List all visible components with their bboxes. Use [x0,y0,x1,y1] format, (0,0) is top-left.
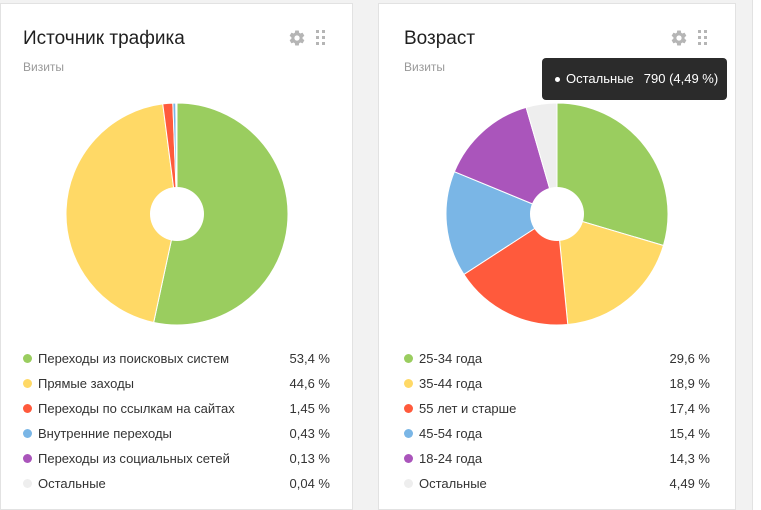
drag-handle-icon[interactable] [698,30,708,51]
widget-title: Источник трафика [23,28,185,49]
legend-item[interactable]: 25-34 года 29,6 % [404,346,710,371]
legend-dot-icon [23,354,32,363]
legend-dot-icon [404,429,413,438]
legend-label: 18-24 года [419,451,483,466]
legend-dot-icon [23,379,32,388]
legend-dot-icon [404,379,413,388]
legend-value: 18,9 % [669,376,710,391]
legend-item[interactable]: Остальные 4,49 % [404,471,710,496]
pie-slice[interactable] [445,171,559,276]
legend-value: 17,4 % [669,401,710,416]
legend-item[interactable]: 18-24 года 14,3 % [404,446,710,471]
gear-icon[interactable] [670,29,688,52]
widget-subtitle: Визиты [23,60,65,74]
legend-item[interactable]: 35-44 года 18,9 % [404,371,710,396]
pie-slice[interactable] [453,106,558,215]
legend-dot-icon [23,454,32,463]
legend-value: 53,4 % [289,351,330,366]
legend-label: Переходы из поисковых систем [38,351,230,366]
traffic-source-widget: Источник трафика Визиты Переходы из поис… [0,3,353,510]
legend-item[interactable]: Остальные 0,04 % [23,471,330,496]
legend-dot-icon [23,479,32,488]
legend-item[interactable]: 55 лет и старше 17,4 % [404,396,710,421]
legend-label: 55 лет и старше [419,401,517,416]
legend-value: 29,6 % [669,351,710,366]
donut-hole [150,187,204,241]
legend-label: Переходы из социальных сетей [38,451,230,466]
legend-item[interactable]: Переходы из социальных сетей 0,13 % [23,446,330,471]
tooltip-label: Остальные [566,71,634,86]
legend-item[interactable]: Переходы по ссылкам на сайтах 1,45 % [23,396,330,421]
legend-label: Переходы по ссылкам на сайтах [38,401,235,416]
legend-label: Прямые заходы [38,376,135,391]
drag-handle-icon[interactable] [316,30,326,51]
legend: Переходы из поисковых систем 53,4 % Прямые… [23,346,330,496]
legend-item[interactable]: 45-54 года 15,4 % [404,421,710,446]
legend-value: 0,43 % [289,426,330,441]
legend-dot-icon [404,479,413,488]
legend-item[interactable]: Переходы из поисковых систем 53,4 % [23,346,330,371]
legend-dot-icon [23,404,32,413]
pie-slice[interactable] [153,102,289,326]
legend-dot-icon [404,454,413,463]
legend-value: 0,13 % [289,451,330,466]
legend-dot-icon [23,429,32,438]
pie-slice[interactable] [556,102,669,247]
tooltip-dot-icon [555,77,560,83]
pie-slice[interactable] [65,103,178,324]
chart-tooltip: Остальные 790 (4,49 %) [542,58,727,100]
traffic-source-pie [65,102,289,326]
pie-slice[interactable] [463,213,569,326]
legend-label: Остальные [419,476,487,491]
pie-slice[interactable] [525,102,558,215]
age-pie [445,102,669,326]
gear-icon[interactable] [288,29,306,52]
legend-label: 25-34 года [419,351,483,366]
next-widget-edge [752,0,761,510]
widget-subtitle: Визиты [404,60,446,74]
legend-value: 1,45 % [289,401,330,416]
donut-hole [530,187,584,241]
legend-value: 15,4 % [669,426,710,441]
legend-dot-icon [404,354,413,363]
legend-value: 44,6 % [289,376,330,391]
widget-title: Возраст [404,28,476,49]
legend-label: 35-44 года [419,376,483,391]
legend-item[interactable]: Прямые заходы 44,6 % [23,371,330,396]
legend-dot-icon [404,404,413,413]
legend-label: Остальные [38,476,106,491]
legend-item[interactable]: Внутренние переходы 0,43 % [23,421,330,446]
legend-value: 14,3 % [669,451,710,466]
legend-value: 4,49 % [669,476,710,491]
pie-slice[interactable] [556,213,665,326]
legend: 25-34 года 29,6 % 35-44 года 18,9 % 55 лет и… [404,346,710,496]
legend-label: 45-54 года [419,426,483,441]
tooltip-value: 790 (4,49 %) [643,71,719,86]
legend-value: 0,04 % [289,476,330,491]
legend-label: Внутренние переходы [38,426,172,441]
